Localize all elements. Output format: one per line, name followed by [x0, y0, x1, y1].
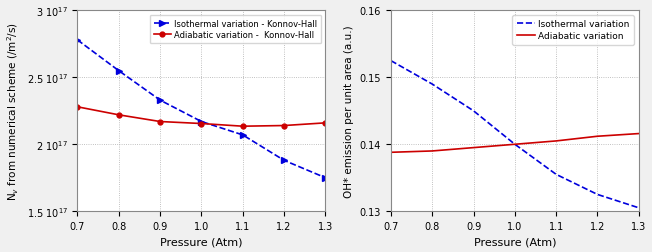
Adiabatic variation [552, 140, 560, 143]
Isothermal variation [635, 206, 643, 209]
X-axis label: Pressure (Atm): Pressure (Atm) [160, 237, 243, 246]
Adiabatic variation -  Konnov-Hall [74, 106, 82, 109]
Isothermal variation [511, 143, 519, 146]
Adiabatic variation -  Konnov-Hall [280, 124, 288, 128]
Line: Adiabatic variation -  Konnov-Hall: Adiabatic variation - Konnov-Hall [75, 105, 328, 129]
Adiabatic variation [469, 146, 477, 149]
Adiabatic variation -  Konnov-Hall [115, 114, 123, 117]
Adiabatic variation -  Konnov-Hall [239, 125, 246, 128]
Adiabatic variation [428, 150, 436, 153]
Line: Isothermal variation - Konnov-Hall: Isothermal variation - Konnov-Hall [75, 38, 328, 181]
Legend: Isothermal variation - Konnov-Hall, Adiabatic variation -  Konnov-Hall: Isothermal variation - Konnov-Hall, Adia… [150, 16, 321, 44]
Isothermal variation [428, 83, 436, 86]
Adiabatic variation -  Konnov-Hall [156, 120, 164, 123]
X-axis label: Pressure (Atm): Pressure (Atm) [473, 237, 556, 246]
Isothermal variation - Konnov-Hall [239, 134, 246, 137]
Adiabatic variation [387, 151, 395, 154]
Isothermal variation [552, 173, 560, 176]
Isothermal variation [593, 193, 601, 196]
Adiabatic variation [635, 133, 643, 136]
Legend: Isothermal variation, Adiabatic variation: Isothermal variation, Adiabatic variatio… [512, 16, 634, 46]
Line: Adiabatic variation: Adiabatic variation [391, 134, 639, 153]
Isothermal variation - Konnov-Hall [198, 120, 205, 123]
Y-axis label: N$_v$ from numerical scheme (/m$^2$/s): N$_v$ from numerical scheme (/m$^2$/s) [6, 22, 21, 201]
Isothermal variation - Konnov-Hall [321, 176, 329, 179]
Adiabatic variation [511, 143, 519, 146]
Isothermal variation - Konnov-Hall [74, 39, 82, 42]
Isothermal variation - Konnov-Hall [280, 159, 288, 162]
Adiabatic variation -  Konnov-Hall [321, 122, 329, 125]
Y-axis label: OH* emission per unit area (a.u.): OH* emission per unit area (a.u.) [344, 25, 354, 197]
Isothermal variation - Konnov-Hall [115, 70, 123, 73]
Adiabatic variation [593, 135, 601, 138]
Isothermal variation - Konnov-Hall [156, 99, 164, 102]
Isothermal variation [387, 60, 395, 63]
Isothermal variation [469, 110, 477, 113]
Adiabatic variation -  Konnov-Hall [198, 122, 205, 125]
Line: Isothermal variation: Isothermal variation [391, 61, 639, 208]
